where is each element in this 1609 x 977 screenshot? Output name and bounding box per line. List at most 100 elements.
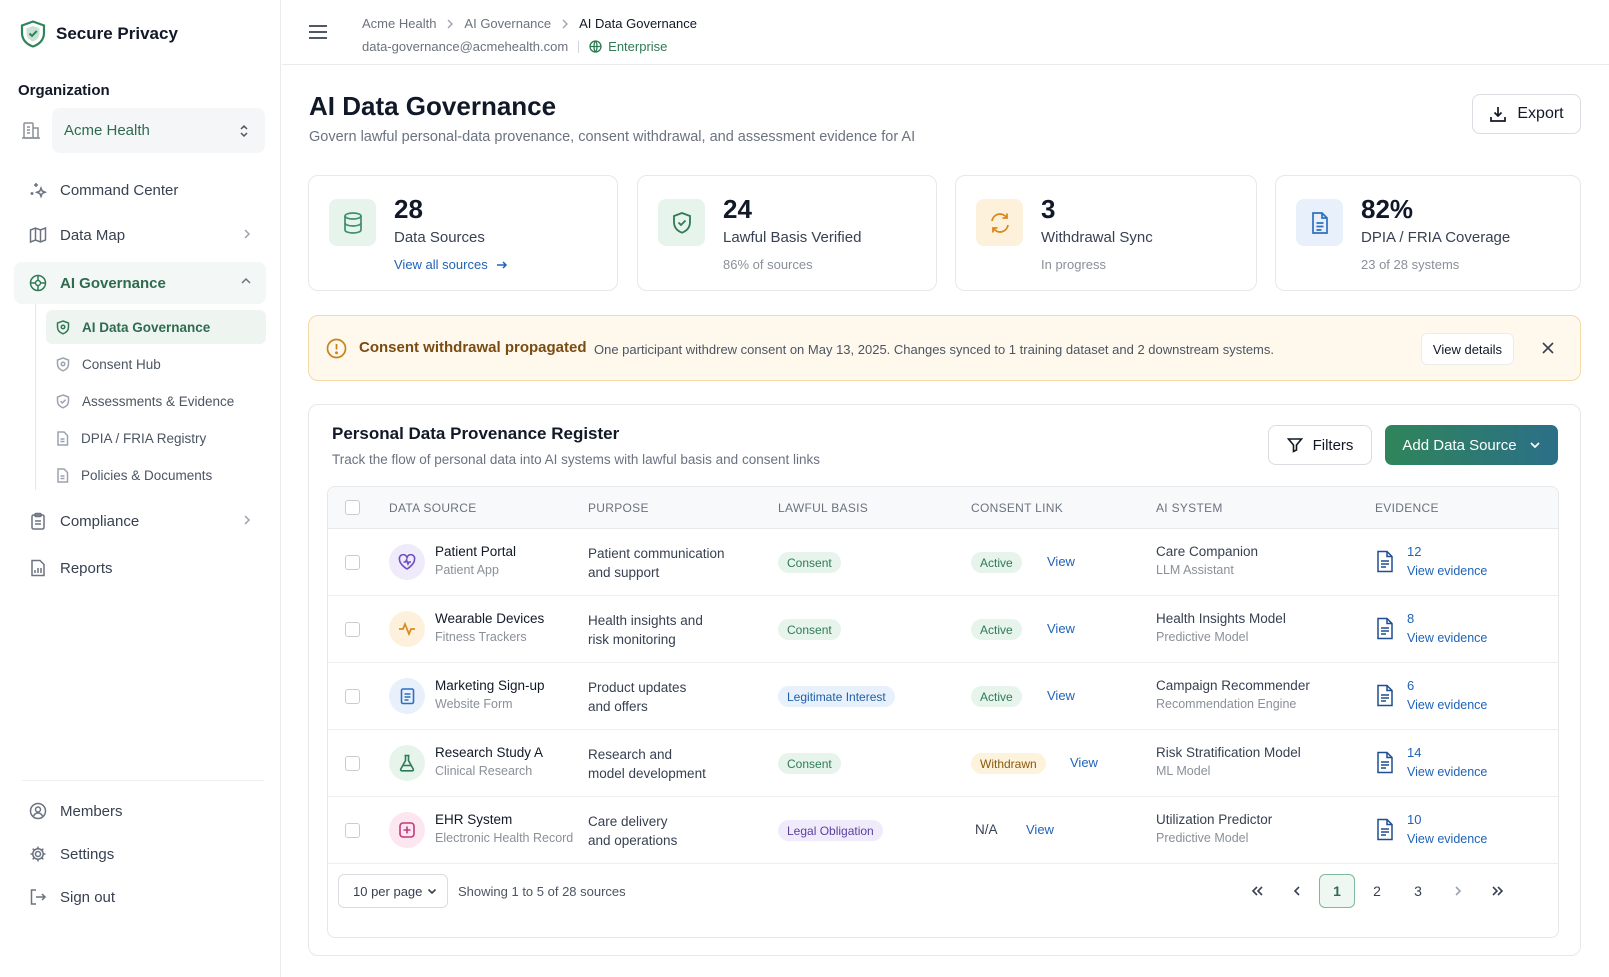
document-icon (56, 430, 69, 446)
data-source-name[interactable]: EHR System (435, 812, 513, 827)
ai-system-type: Predictive Model (1156, 831, 1249, 845)
view-evidence-link[interactable]: View evidence (1407, 631, 1488, 645)
evidence-count[interactable]: 8 (1407, 611, 1415, 626)
nav-settings-label: Settings (60, 845, 115, 863)
row-checkbox[interactable] (345, 756, 360, 771)
filters-button[interactable]: Filters (1268, 425, 1372, 465)
evidence-count[interactable]: 14 (1407, 745, 1422, 760)
lawful-basis-badge: Legitimate Interest (778, 686, 895, 707)
prev-page-button[interactable] (1279, 874, 1315, 908)
table-row[interactable]: Research Study A Clinical Research Resea… (328, 730, 1558, 797)
filter-icon (1286, 437, 1303, 453)
organization-select[interactable]: Acme Health (52, 108, 265, 153)
consent-view-link[interactable]: View (1070, 755, 1098, 770)
globe-icon (589, 40, 602, 53)
subnav-dpia-fria-registry[interactable]: DPIA / FRIA Registry (46, 421, 266, 455)
nav-ai-governance-label: AI Governance (60, 274, 166, 292)
chevrons-left-icon (1250, 885, 1264, 897)
breadcrumb-item[interactable]: AI Governance (464, 16, 552, 31)
ai-system-type: Predictive Model (1156, 630, 1249, 644)
breadcrumb-item[interactable]: Acme Health (362, 16, 437, 31)
column-header[interactable]: AI SYSTEM (1156, 501, 1223, 515)
page-button[interactable]: 3 (1414, 883, 1422, 899)
menu-icon[interactable] (308, 24, 328, 40)
nav-members[interactable]: Members (14, 790, 266, 832)
column-header[interactable]: LAWFUL BASIS (778, 501, 869, 515)
per-page-select[interactable]: 10 per page (338, 874, 448, 908)
breadcrumb: Acme Health AI Governance AI Data Govern… (362, 16, 697, 31)
stat-card-dpia-coverage: 82% DPIA / FRIA Coverage 23 of 28 system… (1275, 175, 1581, 291)
subnav-label: Consent Hub (82, 356, 161, 372)
nav-ai-governance[interactable]: AI Governance (14, 262, 266, 304)
data-source-name[interactable]: Patient Portal (435, 544, 517, 559)
report-icon (29, 559, 47, 577)
export-button[interactable]: Export (1472, 94, 1581, 134)
chevron-right-icon (561, 19, 569, 29)
subnav-consent-hub[interactable]: Consent Hub (46, 347, 266, 381)
stat-label: Data Sources (394, 229, 485, 246)
row-checkbox[interactable] (345, 555, 360, 570)
view-evidence-link[interactable]: View evidence (1407, 765, 1488, 779)
data-source-name[interactable]: Marketing Sign-up (435, 678, 545, 693)
close-icon[interactable] (1541, 341, 1555, 355)
consent-view-link[interactable]: View (1047, 621, 1075, 636)
stat-card-data-sources: 28 Data Sources View all sources (308, 175, 618, 291)
purpose: Health insights and risk monitoring (588, 611, 758, 649)
column-header[interactable]: DATA SOURCE (389, 501, 477, 515)
stat-value: 28 (394, 194, 423, 224)
subnav-policies-documents[interactable]: Policies & Documents (46, 458, 266, 492)
table-row[interactable]: Marketing Sign-up Website Form Product u… (328, 663, 1558, 730)
view-all-sources-link[interactable]: View all sources (394, 257, 508, 272)
data-source-name[interactable]: Research Study A (435, 745, 544, 760)
brand[interactable]: Secure Privacy (20, 20, 178, 48)
view-evidence-link[interactable]: View evidence (1407, 564, 1488, 578)
data-source-name[interactable]: Wearable Devices (435, 611, 545, 626)
column-header[interactable]: EVIDENCE (1375, 501, 1439, 515)
select-all-checkbox[interactable] (345, 500, 360, 515)
row-checkbox[interactable] (345, 823, 360, 838)
consent-view-link[interactable]: View (1047, 688, 1075, 703)
plan-badge: Enterprise (589, 39, 667, 54)
view-evidence-link[interactable]: View evidence (1407, 832, 1488, 846)
ai-system-name: Campaign Recommender (1156, 678, 1310, 693)
add-data-source-button[interactable]: Add Data Source (1385, 425, 1558, 465)
table-row[interactable]: Wearable Devices Fitness Trackers Health… (328, 596, 1558, 663)
nav-reports[interactable]: Reports (14, 547, 266, 589)
table-row[interactable]: EHR System Electronic Health Record Care… (328, 797, 1558, 864)
chevron-up-icon (240, 276, 252, 286)
subnav-assessments-evidence[interactable]: Assessments & Evidence (46, 384, 266, 418)
stat-value: 3 (1041, 194, 1056, 224)
view-details-button[interactable]: View details (1421, 333, 1514, 365)
evidence-count[interactable]: 10 (1407, 812, 1422, 827)
data-source-type: Clinical Research (435, 764, 533, 778)
evidence-count[interactable]: 12 (1407, 544, 1422, 559)
last-page-button[interactable] (1480, 874, 1516, 908)
info-icon (326, 338, 347, 359)
consent-view-link[interactable]: View (1026, 822, 1054, 837)
first-page-button[interactable] (1239, 874, 1275, 908)
column-header[interactable]: PURPOSE (588, 501, 649, 515)
row-checkbox[interactable] (345, 622, 360, 637)
nav-compliance[interactable]: Compliance (14, 500, 266, 542)
next-page-button[interactable] (1440, 874, 1476, 908)
row-checkbox[interactable] (345, 689, 360, 704)
consent-view-link[interactable]: View (1047, 554, 1075, 569)
nav-sign-out[interactable]: Sign out (14, 876, 266, 918)
nav-settings[interactable]: Settings (14, 833, 266, 875)
nav-command-center[interactable]: Command Center (14, 169, 266, 211)
nav-data-map[interactable]: Data Map (14, 214, 266, 256)
subnav-ai-data-governance[interactable]: AI Data Governance (46, 310, 266, 344)
medical-plus-icon (389, 812, 425, 848)
page-button[interactable]: 2 (1373, 883, 1381, 899)
refresh-icon (976, 199, 1023, 246)
document-icon (1376, 684, 1394, 707)
page-button[interactable]: 1 (1319, 874, 1355, 908)
nav-members-label: Members (60, 802, 123, 820)
view-evidence-link[interactable]: View evidence (1407, 698, 1488, 712)
table-row[interactable]: Patient Portal Patient App Patient commu… (328, 529, 1558, 596)
ai-governance-icon (29, 274, 47, 292)
evidence-count[interactable]: 6 (1407, 678, 1415, 693)
column-header[interactable]: CONSENT LINK (971, 501, 1064, 515)
data-source-type: Website Form (435, 697, 513, 711)
topbar: Acme Health AI Governance AI Data Govern… (282, 0, 1609, 65)
